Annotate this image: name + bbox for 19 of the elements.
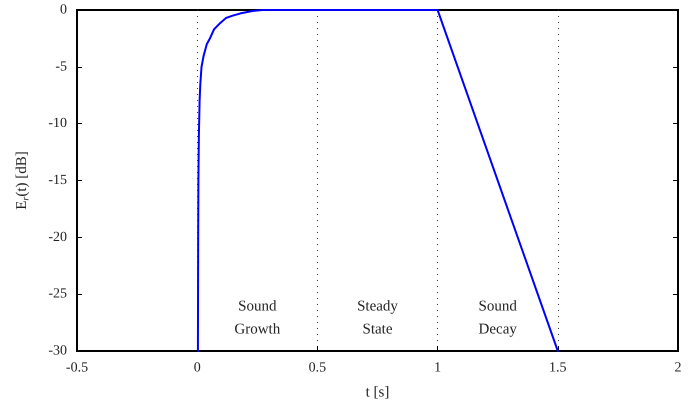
line-series xyxy=(196,9,559,352)
y-axis-title: Er(t) [dB] xyxy=(14,151,32,210)
y-tick-label: -5 xyxy=(55,59,67,74)
y-tick-label: -30 xyxy=(48,344,67,358)
annotation: Steady State xyxy=(357,298,398,338)
y-tick-label: -25 xyxy=(48,286,67,302)
x-tick-label: 1.5 xyxy=(549,360,567,376)
y-tick-label: -20 xyxy=(48,230,67,245)
x-tick-label: 2 xyxy=(674,360,682,376)
y-tick-label: 0 xyxy=(60,2,67,18)
x-tick-label: -0.5 xyxy=(66,360,88,376)
x-axis-title: t [s] xyxy=(366,384,390,400)
y-tick-label: -15 xyxy=(48,173,67,188)
y-tick-label: -10 xyxy=(48,116,67,132)
annotation: Sound Growth xyxy=(234,298,281,338)
x-tick-label: 0 xyxy=(194,360,201,376)
x-tick-label: 0.5 xyxy=(308,360,326,376)
annotation: Sound Decay xyxy=(478,298,518,338)
x-tick-label: 1 xyxy=(434,360,442,376)
